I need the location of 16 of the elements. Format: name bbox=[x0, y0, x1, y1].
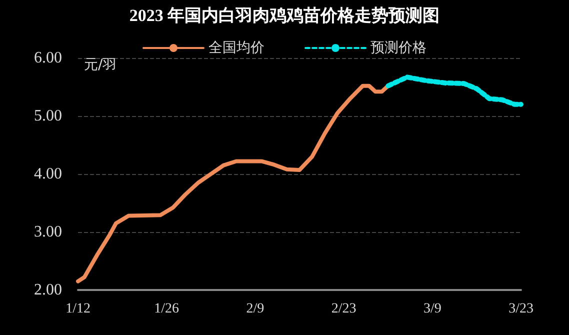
line-series bbox=[76, 84, 390, 284]
x-tick-label: 1/26 bbox=[154, 302, 180, 316]
y-axis-title: 元/羽 bbox=[84, 57, 117, 73]
y-tick-label: 3.00 bbox=[34, 224, 62, 240]
y-tick-label: 5.00 bbox=[34, 108, 62, 124]
legend-label: 全国均价 bbox=[208, 40, 264, 56]
chart-title: 2023 年国内白羽肉鸡鸡苗价格走势预测图 bbox=[129, 6, 440, 25]
x-tick-label: 2/23 bbox=[331, 302, 356, 316]
y-tick-label: 2.00 bbox=[34, 282, 62, 298]
x-tick-label: 1/12 bbox=[66, 302, 90, 316]
y-tick-label: 6.00 bbox=[34, 50, 62, 66]
x-tick-label: 2/9 bbox=[246, 302, 264, 316]
y-tick-label: 4.00 bbox=[34, 166, 62, 182]
x-tick-label: 3/9 bbox=[423, 302, 442, 316]
legend-label: 预测价格 bbox=[370, 40, 426, 56]
x-tick-label: 3/23 bbox=[508, 302, 534, 316]
